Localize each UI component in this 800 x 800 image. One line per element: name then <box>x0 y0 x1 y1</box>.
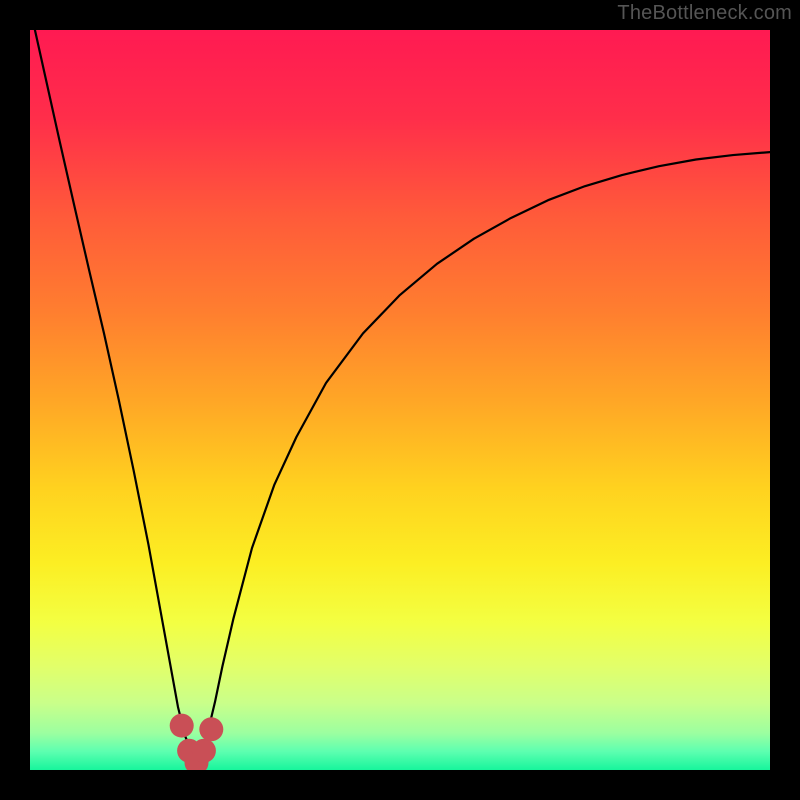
dip-marker <box>192 739 216 763</box>
dip-marker <box>170 714 194 738</box>
chart-svg <box>0 0 800 800</box>
watermark-text: TheBottleneck.com <box>617 2 792 25</box>
root: TheBottleneck.com <box>0 0 800 800</box>
dip-marker <box>199 717 223 741</box>
gradient-background <box>30 30 770 770</box>
